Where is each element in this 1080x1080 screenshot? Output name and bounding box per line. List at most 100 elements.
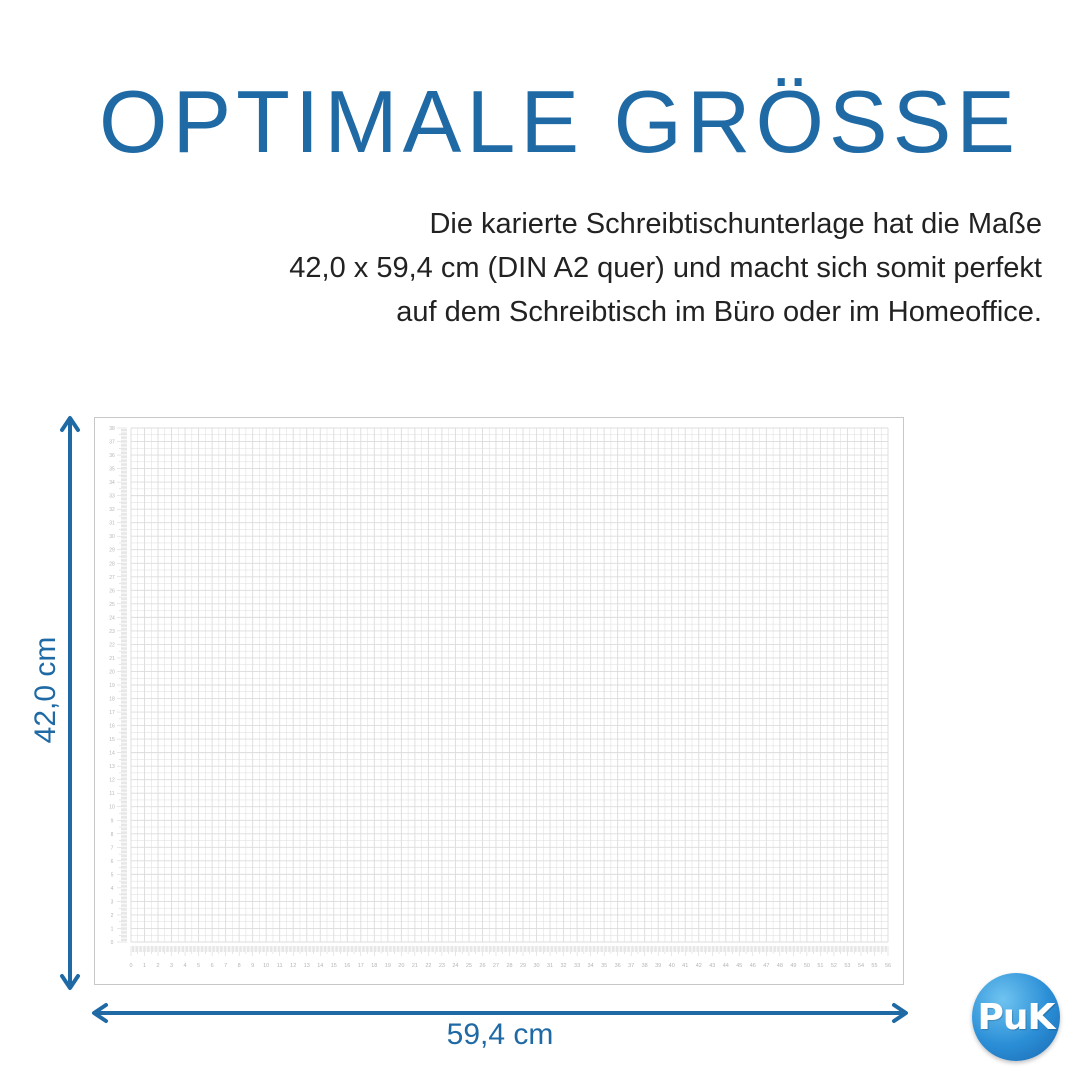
- y-tick-label: 15: [109, 737, 115, 743]
- x-tick-label: 38: [642, 963, 648, 969]
- x-tick-label: 8: [238, 963, 241, 969]
- x-tick-label: 34: [588, 963, 594, 969]
- x-tick-label: 15: [331, 963, 337, 969]
- x-tick-label: 18: [371, 963, 377, 969]
- x-tick-label: 22: [425, 963, 431, 969]
- x-tick-label: 55: [871, 963, 877, 969]
- x-tick-label: 20: [398, 963, 404, 969]
- puk-logo: PuK: [972, 973, 1060, 1061]
- x-tick-label: 30: [533, 963, 539, 969]
- x-tick-label: 6: [211, 963, 214, 969]
- x-tick-label: 54: [858, 963, 864, 969]
- x-tick-label: 23: [439, 963, 445, 969]
- grid-lines: [130, 427, 889, 943]
- y-tick-label: 21: [109, 656, 115, 662]
- y-tick-label: 11: [109, 791, 114, 797]
- y-tick-label: 9: [111, 818, 114, 824]
- x-tick-label: 24: [452, 963, 458, 969]
- description-line-2: 42,0 x 59,4 cm (DIN A2 quer) und macht s…: [289, 252, 1042, 284]
- grid-paper: 0 1 2 3 4 5 6 7 8 9 10 11 12 13 14 15 16 17 18 19 20 21 22 23 24…: [109, 426, 891, 969]
- y-tick-label: 6: [111, 859, 114, 865]
- headline: OPTIMALE GRÖSSE: [99, 72, 1020, 171]
- y-tick-label: 35: [109, 467, 115, 473]
- logo-text: PuK: [977, 996, 1056, 1038]
- y-tick-label: 1: [111, 926, 114, 932]
- x-tick-label: 56: [885, 963, 891, 969]
- y-tick-label: 2: [111, 913, 114, 919]
- x-tick-label: 3: [170, 963, 173, 969]
- x-tick-label: 28: [506, 963, 512, 969]
- y-tick-label: 17: [109, 710, 115, 716]
- y-tick-label: 13: [109, 764, 115, 770]
- x-tick-label: 13: [304, 963, 310, 969]
- x-tick-label: 43: [709, 963, 715, 969]
- y-tick-label: 30: [109, 534, 115, 540]
- y-tick-label: 33: [109, 494, 115, 500]
- x-tick-label: 5: [197, 963, 200, 969]
- y-tick-label: 23: [109, 629, 115, 635]
- y-tick-label: 24: [109, 615, 115, 621]
- y-tick-label: 32: [109, 507, 115, 513]
- y-tick-label: 26: [109, 588, 115, 594]
- y-tick-label: 37: [109, 440, 115, 446]
- x-tick-label: 16: [344, 963, 350, 969]
- x-tick-label: 32: [561, 963, 567, 969]
- x-tick-label: 45: [736, 963, 742, 969]
- y-tick-label: 20: [109, 669, 115, 675]
- x-tick-label: 1: [143, 963, 146, 969]
- y-tick-label: 18: [109, 697, 115, 703]
- height-label: 42,0 cm: [29, 636, 62, 744]
- x-tick-label: 37: [628, 963, 634, 969]
- height-arrow: [60, 416, 80, 990]
- x-tick-label: 21: [412, 963, 418, 969]
- y-tick-label: 0: [111, 940, 114, 946]
- y-tick-label: 19: [109, 683, 115, 689]
- x-tick-label: 49: [790, 963, 796, 969]
- x-tick-label: 12: [290, 963, 296, 969]
- width-label: 59,4 cm: [446, 1018, 554, 1051]
- x-tick-label: 17: [358, 963, 364, 969]
- y-tick-label: 27: [109, 575, 115, 581]
- x-tick-label: 39: [655, 963, 661, 969]
- x-tick-label: 7: [224, 963, 227, 969]
- x-tick-label: 36: [615, 963, 621, 969]
- description: Die karierte Schreibtischunterlage hat d…: [142, 202, 1042, 334]
- x-tick-label: 31: [547, 963, 553, 969]
- x-tick-label: 9: [251, 963, 254, 969]
- x-tick-label: 19: [385, 963, 391, 969]
- y-tick-label: 12: [109, 778, 115, 784]
- x-tick-label: 53: [844, 963, 850, 969]
- x-tick-label: 50: [804, 963, 810, 969]
- x-tick-label: 14: [317, 963, 323, 969]
- y-tick-label: 4: [111, 886, 114, 892]
- x-tick-label: 44: [723, 963, 729, 969]
- y-tick-label: 10: [109, 805, 115, 811]
- y-tick-label: 38: [109, 426, 115, 432]
- y-tick-label: 31: [109, 521, 115, 527]
- x-tick-label: 2: [157, 963, 160, 969]
- desk-pad-sheet: 0 1 2 3 4 5 6 7 8 9 10 11 12 13 14 15 16 17 18 19 20 21 22 23 24…: [94, 417, 904, 985]
- y-tick-label: 36: [109, 453, 115, 459]
- ruler-ticks: [117, 427, 889, 956]
- x-tick-label: 25: [466, 963, 472, 969]
- description-line-1: Die karierte Schreibtischunterlage hat d…: [429, 208, 1042, 240]
- x-tick-label: 26: [479, 963, 485, 969]
- y-tick-label: 7: [111, 845, 114, 851]
- y-tick-label: 25: [109, 602, 115, 608]
- x-tick-label: 41: [682, 963, 688, 969]
- y-tick-label: 8: [111, 832, 114, 838]
- y-tick-label: 5: [111, 872, 114, 878]
- description-line-3: auf dem Schreibtisch im Büro oder im Hom…: [396, 296, 1042, 328]
- x-tick-label: 51: [817, 963, 823, 969]
- y-tick-label: 22: [109, 642, 115, 648]
- x-tick-label: 29: [520, 963, 526, 969]
- x-tick-label: 10: [263, 963, 269, 969]
- y-tick-label: 34: [109, 480, 115, 486]
- x-tick-label: 46: [750, 963, 756, 969]
- x-tick-label: 0: [129, 963, 132, 969]
- x-tick-label: 47: [763, 963, 769, 969]
- x-tick-label: 11: [277, 963, 283, 969]
- y-tick-label: 29: [109, 548, 115, 554]
- x-tick-label: 4: [184, 963, 187, 969]
- y-tick-label: 14: [109, 751, 115, 757]
